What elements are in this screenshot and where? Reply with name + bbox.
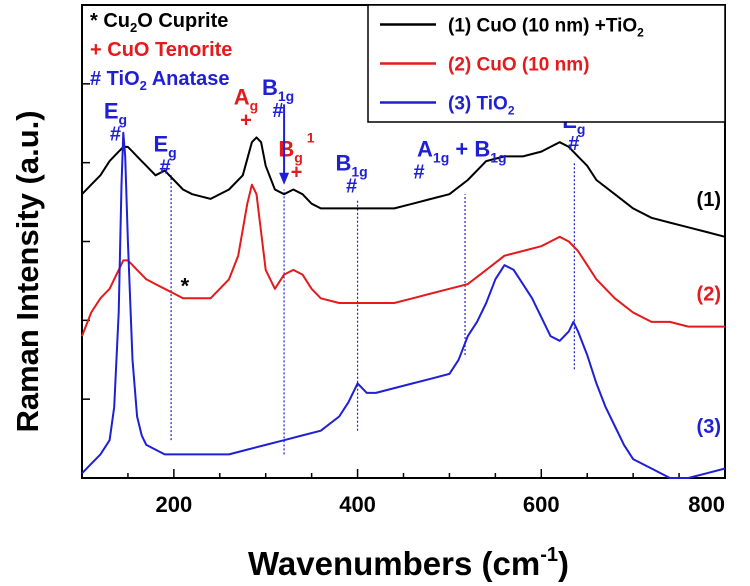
phase-key-item-2: + CuO Tenorite	[90, 39, 232, 61]
legend-label-3: (3) TiO2	[448, 94, 515, 118]
series-end-label-2: (2)	[697, 284, 721, 306]
peak-label-a1g-b1g: A1g + B1g	[417, 136, 507, 165]
peak-label-eg-197: Eg	[153, 132, 176, 161]
phase-key-item-3: # TiO2 Anatase	[90, 68, 230, 93]
peak-marker: #	[160, 157, 171, 179]
x-axis-title: Wavenumbers (cm-1)	[248, 544, 569, 582]
peak-label-eg-145: Eg	[104, 99, 127, 128]
y-axis-title: Raman Intensity (a.u.)	[10, 110, 45, 432]
x-tick-label: 400	[339, 492, 376, 517]
legend-label-2: (2) CuO (10 nm)	[448, 55, 589, 76]
peak-marker: #	[568, 133, 579, 155]
peak-label-b1g-320: B1g	[262, 75, 294, 104]
series-line-3	[81, 131, 726, 479]
series-line-1	[81, 136, 726, 238]
cuprite-star-marker: *	[181, 274, 190, 299]
peak-label-bg1-340: Bg1	[278, 129, 314, 165]
peak-marker: +	[240, 109, 252, 131]
x-tick-label: 200	[155, 492, 192, 517]
x-tick-label: 800	[688, 492, 725, 517]
peak-marker: #	[273, 100, 284, 122]
peak-label-ag-285: Ag	[234, 84, 258, 113]
x-tick-label: 600	[523, 492, 560, 517]
series-end-label-1: (1)	[697, 189, 721, 211]
phase-key-item-1: * Cu2O Cuprite	[90, 10, 228, 35]
peak-marker: #	[414, 161, 425, 183]
peak-marker: +	[291, 161, 303, 183]
series-line-2	[81, 183, 725, 337]
peak-marker: #	[110, 124, 121, 146]
peak-marker: #	[346, 176, 357, 198]
legend-label-1: (1) CuO (10 nm) +TiO2	[448, 16, 644, 40]
peak-label-b1g-400: B1g	[335, 151, 367, 180]
series-end-label-3: (3)	[697, 416, 721, 438]
arrow-head	[279, 172, 290, 185]
